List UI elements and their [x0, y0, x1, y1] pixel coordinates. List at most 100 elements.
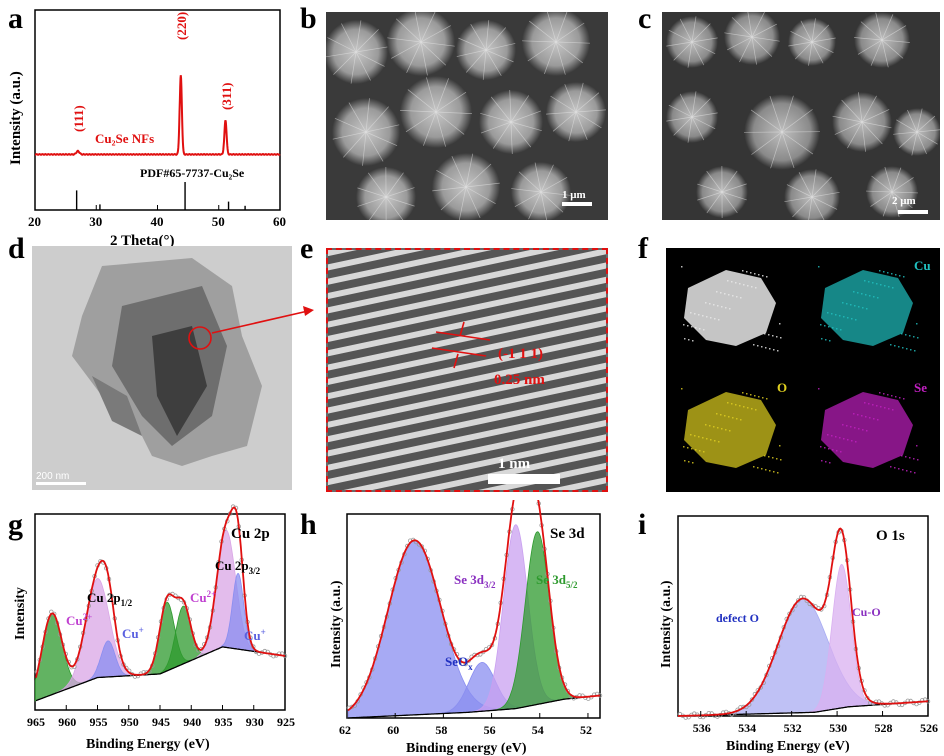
eds-dot	[684, 460, 686, 462]
x-tick-label: 534	[738, 721, 756, 735]
eds-dot	[843, 438, 845, 440]
eds-dot	[910, 471, 912, 473]
x-tick-label: 54	[532, 723, 544, 737]
eds-dot	[905, 456, 907, 458]
eds-dot	[846, 425, 848, 427]
petal	[726, 36, 753, 51]
petal	[881, 14, 894, 41]
petal	[691, 116, 705, 141]
petal	[798, 172, 813, 198]
petal	[911, 131, 918, 156]
eds-dot	[764, 333, 766, 335]
eds-dot	[866, 430, 868, 432]
x-tick-label: 62	[339, 723, 351, 737]
x-tick-label: 532	[784, 721, 802, 735]
petal	[365, 106, 389, 133]
petal	[522, 40, 557, 43]
petal	[490, 96, 512, 123]
petal	[555, 41, 566, 75]
envelope-line	[347, 500, 601, 712]
petal	[575, 109, 606, 113]
eds-dot	[772, 335, 774, 337]
eds-dot	[762, 397, 764, 399]
petal	[811, 169, 817, 198]
petal	[435, 91, 467, 113]
petal	[555, 22, 585, 43]
petal	[355, 51, 385, 67]
eds-dot	[892, 409, 894, 411]
eds-dot	[861, 293, 863, 295]
eds-dot	[842, 302, 844, 304]
eds-dot	[698, 436, 700, 438]
petal	[540, 176, 568, 193]
eds-dot	[694, 435, 696, 437]
eds-dot	[681, 266, 683, 268]
eds-dot	[879, 270, 881, 272]
eds-dot	[876, 283, 878, 285]
x-tick-label: 60	[273, 214, 286, 229]
petal	[858, 92, 863, 123]
petal	[861, 121, 892, 129]
eds-dot	[832, 327, 834, 329]
petal	[891, 191, 918, 194]
x-tick-label: 955	[90, 715, 108, 729]
petal	[847, 121, 863, 149]
petal	[406, 41, 422, 73]
anno-cu-o: Cu-O	[852, 605, 881, 619]
x-tick-label: 528	[875, 721, 893, 735]
eds-dot	[780, 459, 782, 461]
petal	[751, 36, 773, 57]
petal	[385, 196, 415, 207]
petal	[811, 18, 816, 43]
eds-dot	[779, 323, 781, 325]
eds-dot	[883, 393, 885, 395]
background-line	[35, 646, 286, 702]
petal	[907, 109, 918, 133]
anno-cuplus-a: Cu+	[122, 625, 144, 641]
reference-label: PDF#65-7737-Cu₂Se	[140, 166, 245, 180]
petal	[721, 170, 738, 193]
eds-dot	[901, 455, 903, 457]
eds-dot	[694, 313, 696, 315]
petal	[679, 18, 693, 43]
eds-dot	[776, 458, 778, 460]
eds-dot	[916, 445, 918, 447]
eds-dot	[692, 340, 694, 342]
eds-dot	[831, 313, 833, 315]
x-tick-label: 58	[435, 723, 447, 737]
eds-dot	[818, 388, 820, 390]
eds-dot	[703, 451, 705, 453]
eds-dot	[727, 402, 729, 404]
petal	[691, 41, 705, 66]
eds-dot	[917, 459, 919, 461]
petal	[811, 196, 825, 220]
petal	[420, 41, 455, 47]
petal	[355, 46, 388, 53]
petal	[456, 49, 487, 57]
eds-dot	[773, 471, 775, 473]
eds-dot	[695, 327, 697, 329]
eds-dot	[842, 424, 844, 426]
eds-label: Cu	[914, 258, 931, 273]
petal	[334, 117, 367, 133]
eds-dot	[698, 314, 700, 316]
eds-dot	[702, 437, 704, 439]
petal	[811, 37, 836, 43]
eds-map: Se	[818, 380, 927, 474]
background-line	[347, 694, 601, 719]
petal	[540, 191, 571, 196]
eds-dot	[779, 445, 781, 447]
petal	[528, 191, 542, 220]
svg-text:0.25 nm: 0.25 nm	[494, 372, 545, 388]
petal	[465, 186, 481, 219]
petal	[458, 37, 487, 51]
petal	[465, 182, 500, 188]
petal	[432, 186, 467, 192]
eds-dot	[751, 408, 753, 410]
raw-point	[749, 697, 755, 702]
eds-dot	[853, 291, 855, 293]
petal	[861, 109, 890, 123]
eds-dot	[724, 415, 726, 417]
eds-dot	[754, 273, 756, 275]
eds-dot	[709, 303, 711, 305]
